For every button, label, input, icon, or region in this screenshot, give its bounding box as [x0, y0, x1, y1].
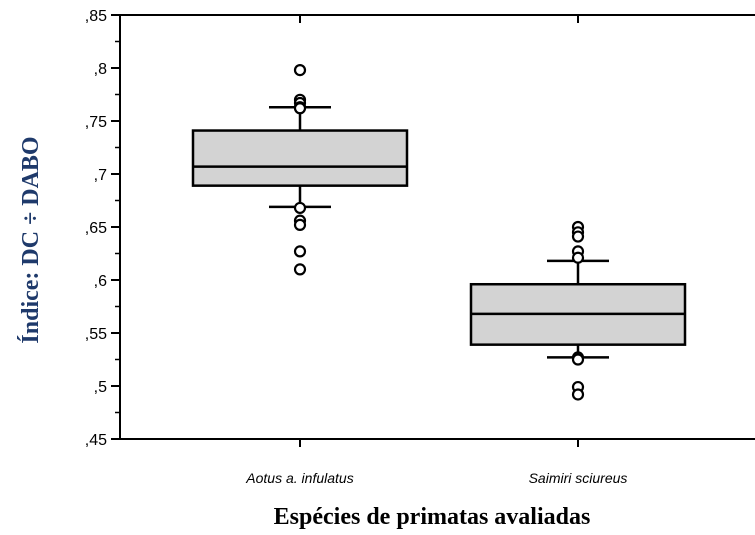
- x-category-label: Saimiri sciureus: [529, 470, 628, 486]
- outlier-point: [293, 245, 307, 258]
- y-tick-label: ,55: [85, 326, 107, 343]
- y-tick-label: ,6: [94, 273, 107, 290]
- outlier-point: [293, 102, 307, 115]
- outlier-point: [571, 353, 585, 366]
- outlier-point: [571, 388, 585, 401]
- box-iqr: [191, 129, 409, 187]
- box-group: [191, 64, 409, 276]
- outlier-point: [293, 201, 307, 215]
- y-tick-label: ,85: [85, 8, 107, 25]
- outlier-point: [571, 230, 585, 243]
- y-tick-label: ,65: [85, 220, 107, 237]
- y-tick-label: ,7: [94, 167, 107, 184]
- x-axis-title: Espécies de primatas avaliadas: [274, 504, 591, 530]
- box-group: [469, 220, 687, 401]
- outlier-point: [571, 251, 585, 264]
- plot-area: ,45 ,5 ,55 ,6 ,65 ,7 ,75 ,8 ,85 Aotus a. infulatu…: [85, 8, 755, 486]
- outlier-point: [293, 218, 307, 231]
- outlier-point: [293, 263, 307, 276]
- y-tick-label: ,75: [85, 114, 107, 131]
- y-axis-title: Índice: DC ÷ DABO: [18, 136, 44, 343]
- y-tick-label: ,8: [94, 61, 107, 78]
- y-tick-label: ,45: [85, 432, 107, 449]
- x-category-label: Aotus a. infulatus: [245, 470, 353, 486]
- y-tick-label: ,5: [94, 379, 107, 396]
- outlier-point: [293, 64, 307, 77]
